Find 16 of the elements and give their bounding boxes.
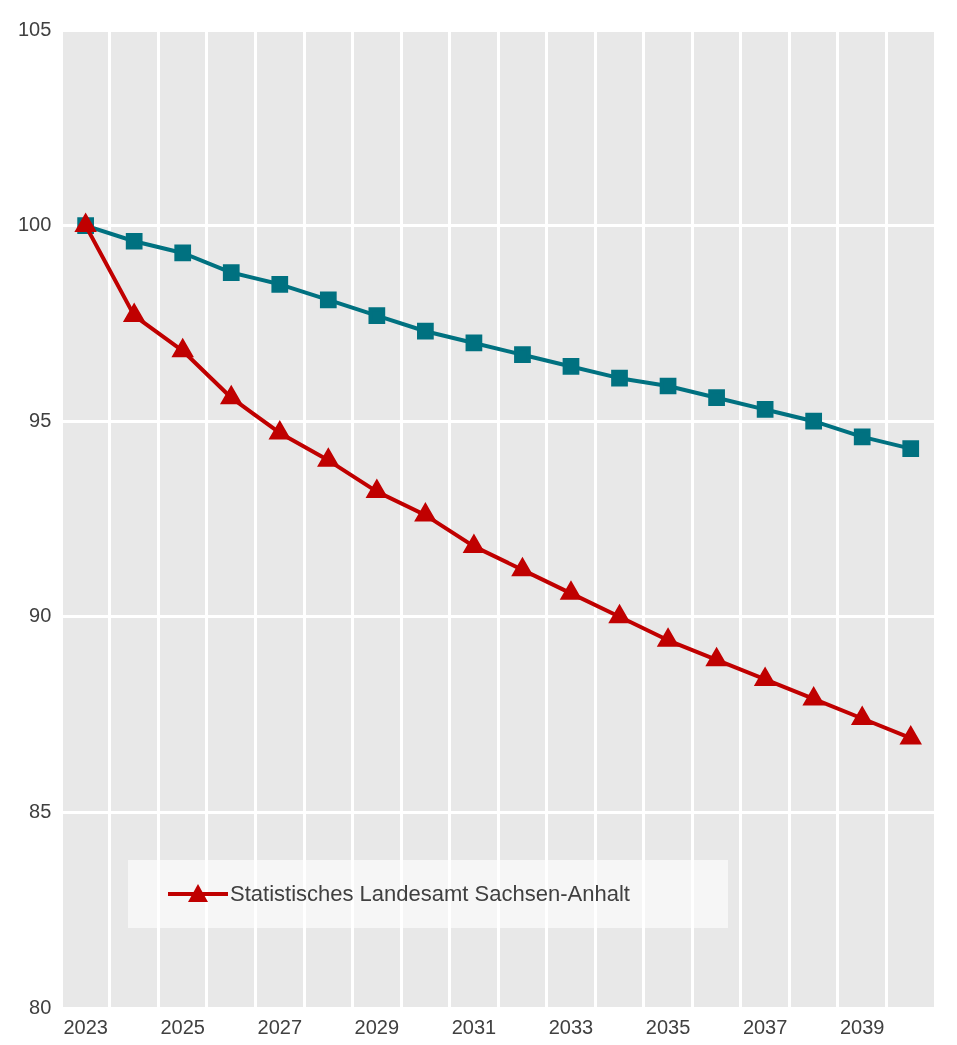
legend-label: Statistisches Landesamt Sachsen-Anhalt xyxy=(230,881,630,907)
y-tick-label: 95 xyxy=(29,408,52,431)
x-tick-label: 2037 xyxy=(742,1015,788,1038)
x-tick-label: 2035 xyxy=(645,1015,691,1038)
x-tick-label: 2025 xyxy=(160,1015,205,1038)
x-tick-label: 2039 xyxy=(839,1015,885,1038)
x-tick-label: 2029 xyxy=(354,1015,400,1038)
x-tick-label: 2031 xyxy=(451,1015,497,1038)
x-tick-label: 2023 xyxy=(63,1015,108,1038)
y-tick-label: 85 xyxy=(29,799,52,822)
x-tick-label: 2027 xyxy=(257,1015,303,1038)
y-tick-label: 105 xyxy=(17,17,52,40)
y-tick-label: 90 xyxy=(29,604,52,627)
y-tick-label: 80 xyxy=(29,995,52,1018)
y-tick-label: 100 xyxy=(17,213,52,236)
x-tick-label: 2033 xyxy=(548,1015,594,1038)
